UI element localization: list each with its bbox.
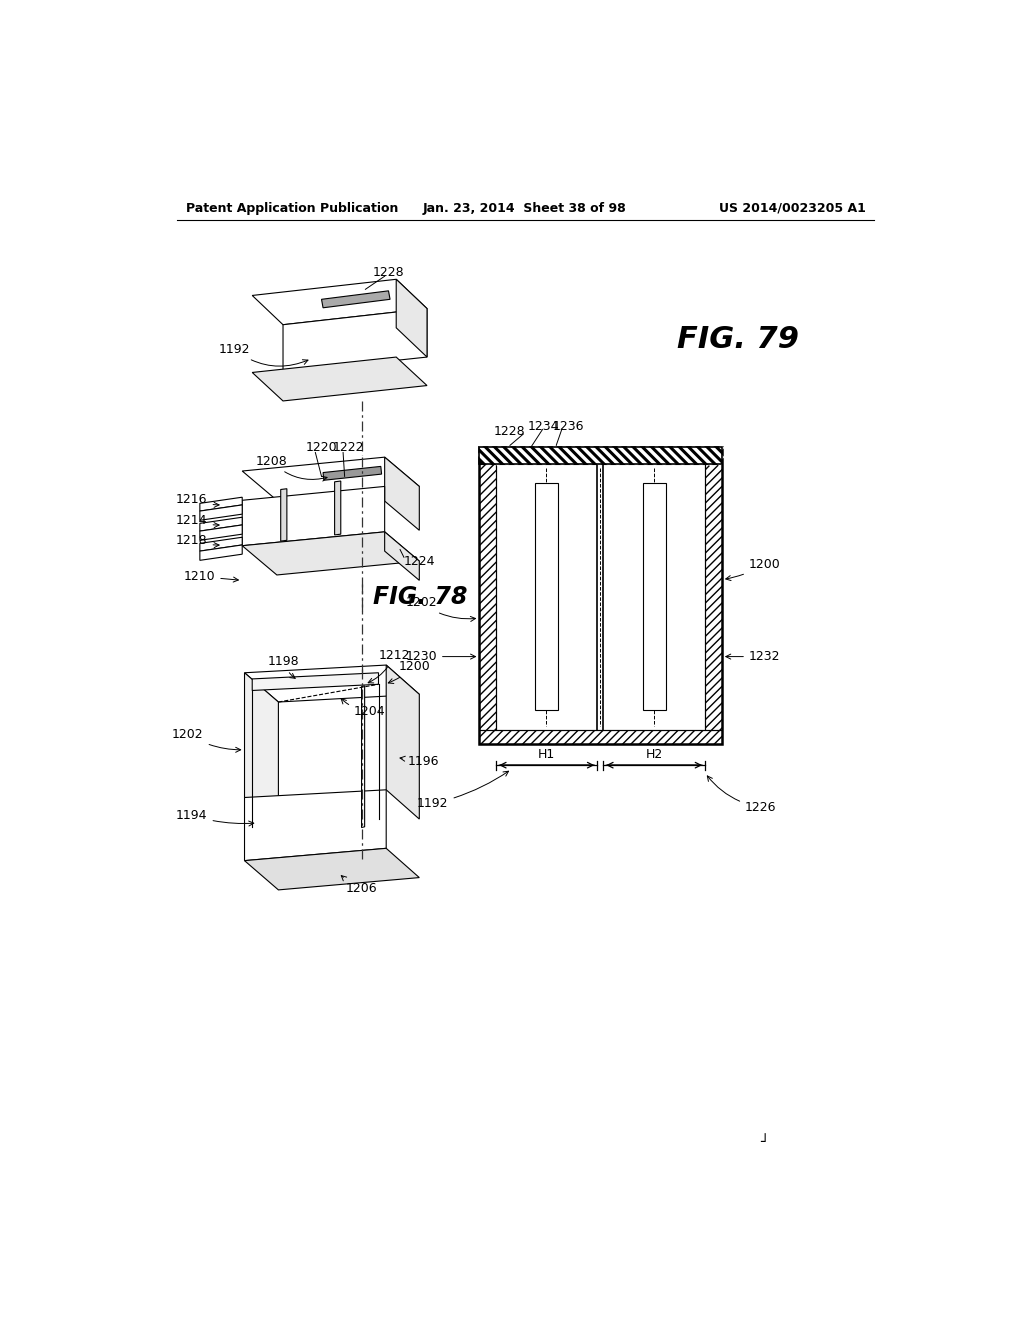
Polygon shape: [335, 480, 341, 535]
Text: Patent Application Publication: Patent Application Publication: [186, 202, 398, 215]
Text: FIG. 78: FIG. 78: [373, 585, 468, 610]
Bar: [705, 465, 722, 730]
Polygon shape: [252, 280, 427, 325]
Text: 1222: 1222: [333, 441, 364, 454]
Text: 1228: 1228: [373, 265, 404, 279]
Polygon shape: [243, 487, 385, 545]
Text: Jan. 23, 2014  Sheet 38 of 98: Jan. 23, 2014 Sheet 38 of 98: [423, 202, 627, 215]
Polygon shape: [252, 358, 427, 401]
Text: 1216: 1216: [176, 492, 219, 507]
Polygon shape: [243, 532, 419, 576]
Bar: [497, 465, 705, 730]
Polygon shape: [385, 457, 419, 531]
Polygon shape: [245, 673, 279, 826]
Text: US 2014/0023205 A1: US 2014/0023205 A1: [719, 202, 866, 215]
Bar: [479, 447, 722, 465]
Polygon shape: [323, 466, 382, 480]
Polygon shape: [322, 290, 390, 308]
Text: 1214: 1214: [176, 513, 219, 528]
Bar: [479, 447, 722, 465]
Polygon shape: [386, 665, 419, 818]
Polygon shape: [385, 532, 419, 581]
Polygon shape: [361, 686, 365, 828]
Text: 1192: 1192: [218, 343, 308, 366]
Text: 1210: 1210: [183, 570, 239, 583]
Text: 1220: 1220: [306, 441, 338, 454]
Polygon shape: [200, 517, 243, 531]
Text: 1196: 1196: [400, 755, 439, 768]
Text: 1226: 1226: [708, 776, 776, 814]
Polygon shape: [396, 280, 427, 358]
Bar: [479, 465, 497, 730]
Text: 1234: 1234: [528, 420, 559, 433]
Polygon shape: [283, 309, 427, 372]
Polygon shape: [200, 498, 243, 511]
Text: 1206: 1206: [341, 875, 378, 895]
Bar: [535, 483, 558, 710]
Text: 1212: 1212: [369, 649, 410, 682]
Text: 1204: 1204: [341, 698, 385, 718]
Bar: [643, 483, 666, 710]
Text: 1208: 1208: [255, 454, 327, 480]
Polygon shape: [243, 457, 419, 500]
Text: ┘: ┘: [761, 1135, 769, 1150]
Bar: [479, 730, 722, 743]
Text: 1202: 1202: [172, 727, 241, 752]
Polygon shape: [245, 789, 386, 861]
Polygon shape: [200, 537, 243, 552]
Polygon shape: [200, 506, 243, 520]
Text: 1228: 1228: [494, 425, 525, 438]
Text: 1236: 1236: [553, 420, 584, 433]
Text: 1200: 1200: [388, 660, 430, 684]
Text: H2: H2: [645, 748, 663, 760]
Text: 1192: 1192: [417, 771, 509, 810]
Text: FIG. 79: FIG. 79: [677, 325, 800, 354]
Text: H1: H1: [538, 748, 555, 760]
Polygon shape: [281, 488, 287, 541]
Polygon shape: [252, 673, 379, 690]
Bar: [479, 447, 722, 743]
Text: 1194: 1194: [176, 809, 254, 826]
Text: 1232: 1232: [726, 649, 780, 663]
Polygon shape: [245, 849, 419, 890]
Text: 1198: 1198: [267, 655, 299, 678]
Text: 1202: 1202: [406, 597, 475, 622]
Text: 1224: 1224: [403, 554, 435, 568]
Polygon shape: [245, 665, 419, 702]
Polygon shape: [200, 545, 243, 560]
Text: 1218: 1218: [176, 533, 219, 548]
Text: 1230: 1230: [406, 649, 475, 663]
Polygon shape: [200, 525, 243, 540]
Text: 1200: 1200: [726, 557, 780, 581]
